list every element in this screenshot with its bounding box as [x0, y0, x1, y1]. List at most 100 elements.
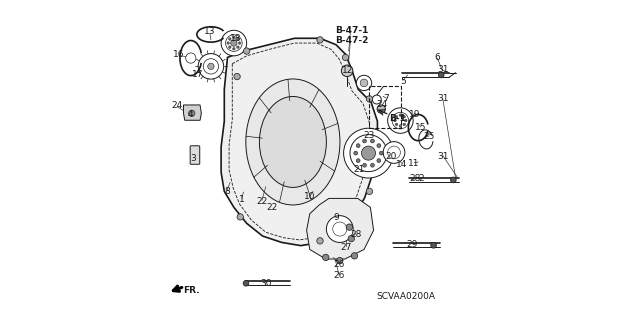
Circle shape [243, 280, 249, 286]
Text: 22: 22 [266, 203, 278, 212]
Circle shape [351, 253, 358, 259]
Text: 20: 20 [385, 152, 397, 161]
Polygon shape [307, 198, 374, 259]
Text: 10: 10 [304, 192, 316, 201]
Circle shape [346, 224, 353, 230]
Text: 30: 30 [260, 279, 272, 288]
Circle shape [396, 123, 398, 126]
Circle shape [451, 177, 456, 183]
Text: 28: 28 [350, 230, 362, 239]
Circle shape [225, 35, 242, 51]
Circle shape [404, 119, 407, 122]
Circle shape [372, 95, 381, 104]
Polygon shape [184, 105, 202, 120]
Circle shape [356, 144, 360, 147]
Circle shape [228, 38, 231, 40]
Circle shape [360, 79, 368, 87]
Circle shape [363, 139, 367, 143]
Circle shape [366, 96, 372, 102]
Circle shape [186, 53, 196, 63]
Circle shape [377, 159, 381, 163]
Text: 31: 31 [437, 65, 449, 74]
Text: 12: 12 [342, 66, 354, 75]
Text: 24: 24 [172, 101, 182, 110]
Circle shape [438, 72, 444, 78]
Circle shape [317, 238, 323, 244]
Text: 17: 17 [193, 70, 204, 78]
Circle shape [394, 119, 396, 122]
Text: 18: 18 [230, 34, 242, 43]
Circle shape [237, 214, 243, 220]
Text: 31: 31 [437, 94, 449, 103]
Text: 16: 16 [173, 50, 185, 59]
Circle shape [388, 146, 401, 159]
Circle shape [337, 257, 343, 264]
Text: 7: 7 [383, 94, 389, 103]
Circle shape [237, 38, 239, 40]
Text: 15: 15 [415, 123, 426, 132]
Circle shape [198, 54, 223, 79]
Polygon shape [221, 38, 378, 246]
Circle shape [399, 114, 402, 116]
Circle shape [380, 151, 383, 155]
Text: 22: 22 [256, 197, 268, 206]
Text: 26: 26 [333, 260, 345, 269]
Ellipse shape [246, 79, 340, 205]
Circle shape [230, 40, 237, 46]
Circle shape [333, 222, 347, 236]
Circle shape [356, 159, 360, 163]
Circle shape [377, 105, 385, 113]
Text: 8: 8 [224, 187, 230, 196]
Circle shape [403, 123, 406, 126]
Text: 2: 2 [419, 174, 424, 183]
Circle shape [323, 254, 329, 261]
Circle shape [377, 144, 381, 147]
Circle shape [396, 115, 398, 118]
Text: 4: 4 [188, 110, 194, 119]
Circle shape [221, 30, 246, 56]
Text: 25: 25 [424, 132, 435, 141]
Text: 23: 23 [364, 131, 375, 140]
Circle shape [388, 108, 413, 133]
Text: SCVAA0200A: SCVAA0200A [376, 292, 436, 300]
Circle shape [208, 63, 214, 70]
Ellipse shape [259, 96, 326, 187]
Text: 24: 24 [376, 100, 388, 109]
Text: 14: 14 [396, 160, 407, 169]
Text: 19: 19 [410, 110, 421, 119]
Text: 31: 31 [437, 152, 449, 161]
Circle shape [341, 65, 353, 77]
Text: 21: 21 [353, 165, 365, 174]
Circle shape [362, 146, 376, 160]
Circle shape [317, 37, 323, 43]
Text: 5: 5 [400, 77, 406, 86]
Text: 26: 26 [333, 271, 345, 280]
Circle shape [403, 115, 406, 118]
Bar [369, 86, 401, 128]
FancyBboxPatch shape [190, 146, 200, 164]
Circle shape [238, 42, 241, 44]
Circle shape [431, 242, 436, 248]
Circle shape [356, 75, 372, 91]
Circle shape [371, 163, 374, 167]
Text: 9: 9 [333, 213, 339, 222]
Circle shape [232, 36, 235, 39]
Text: 13: 13 [204, 27, 216, 36]
Circle shape [237, 46, 239, 48]
Circle shape [363, 163, 367, 167]
Text: 27: 27 [340, 243, 352, 252]
Text: 29: 29 [407, 241, 418, 249]
Circle shape [204, 59, 218, 74]
Text: 3: 3 [190, 154, 196, 163]
Circle shape [228, 46, 231, 48]
Text: 1: 1 [239, 195, 244, 204]
Circle shape [383, 142, 405, 163]
Circle shape [234, 73, 240, 80]
Text: B-47-2: B-47-2 [335, 36, 369, 45]
Text: 6: 6 [435, 53, 440, 62]
Circle shape [371, 139, 374, 143]
Circle shape [232, 48, 235, 50]
Circle shape [348, 235, 355, 242]
Circle shape [326, 216, 353, 242]
Circle shape [354, 151, 358, 155]
